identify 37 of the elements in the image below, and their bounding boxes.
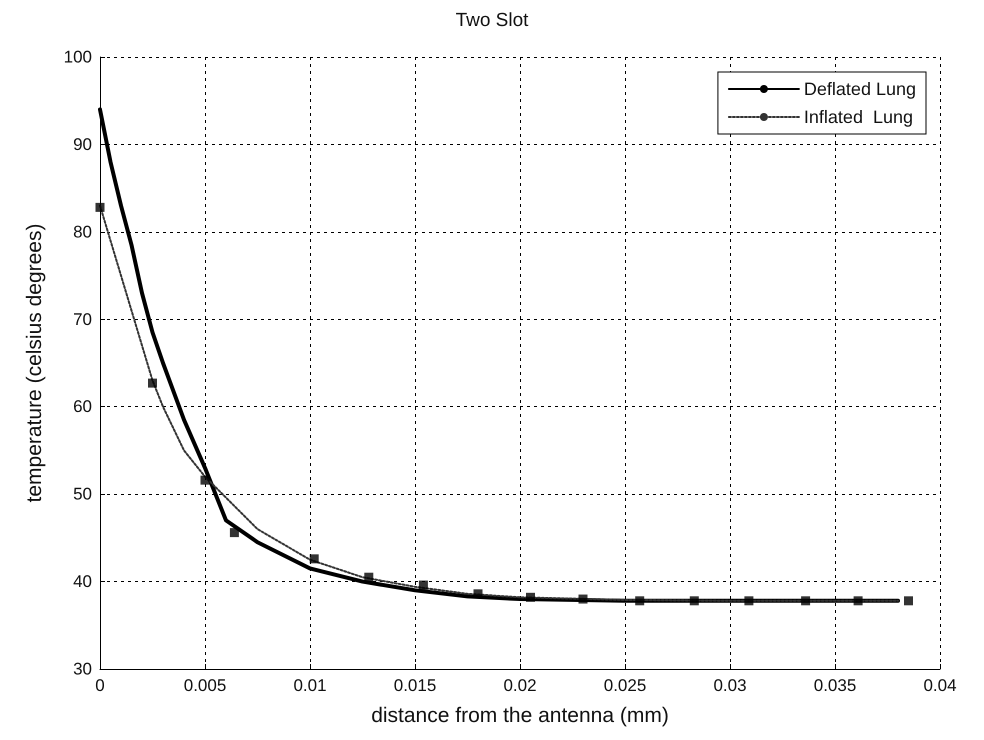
y-tick-label: 100	[64, 48, 92, 66]
point	[635, 596, 644, 606]
x-axis-title: distance from the antenna (mm)	[371, 704, 669, 727]
legend-label: Inflated Lung	[804, 107, 914, 127]
x-tick-label: 0.01	[293, 676, 327, 695]
legend-label: Deflated Lung	[804, 79, 916, 99]
point	[364, 572, 374, 582]
x-tick-label: 0.035	[814, 676, 856, 695]
chart-title: Two Slot	[456, 10, 530, 31]
point	[200, 476, 210, 485]
point	[526, 592, 535, 602]
point	[801, 596, 810, 606]
y-axis-title: temperature (celsius degrees)	[23, 224, 46, 502]
point	[148, 378, 157, 388]
x-tick-label: 0.005	[184, 676, 226, 695]
x-tick-label: 0.03	[713, 676, 747, 695]
y-tick-label: 40	[73, 572, 92, 592]
y-tick-label: 60	[73, 397, 92, 416]
x-tick-label: 0	[95, 676, 105, 695]
x-tick-label: 0.02	[503, 676, 537, 695]
y-tick-label: 30	[73, 660, 92, 678]
point	[230, 528, 239, 538]
y-tick-label: 70	[73, 310, 92, 329]
y-tick-label: 80	[73, 222, 92, 242]
x-tick-label: 0.04	[923, 676, 957, 695]
point	[96, 202, 104, 212]
y-tick-label: 50	[73, 484, 92, 504]
point	[904, 596, 913, 606]
y-tick-label: 90	[73, 134, 92, 154]
point	[310, 554, 319, 564]
x-tick-label: 0.015	[394, 676, 436, 695]
point	[690, 596, 699, 606]
x-tick-label: 0.025	[604, 676, 646, 695]
point	[744, 596, 754, 606]
point	[578, 594, 588, 604]
point	[418, 580, 428, 590]
point	[854, 596, 863, 606]
